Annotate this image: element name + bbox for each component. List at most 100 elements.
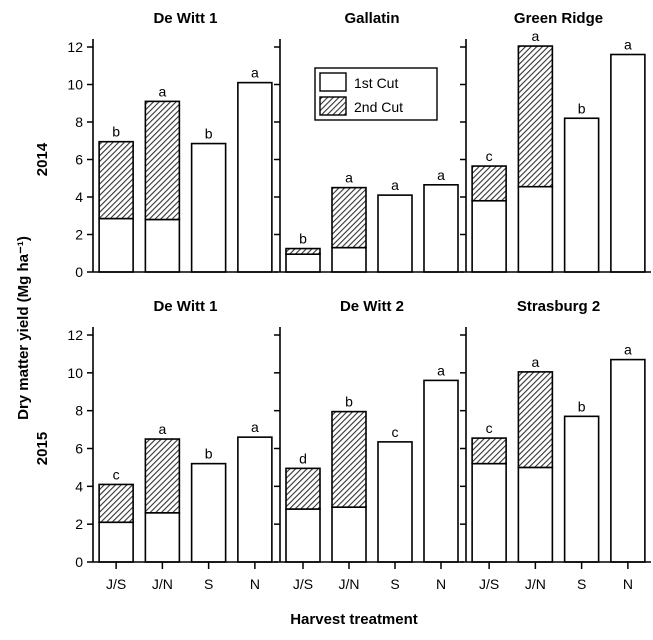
y-tick-label: 8 <box>75 403 83 419</box>
x-tick-label: J/N <box>525 576 546 592</box>
bar-1st-cut-J/S <box>471 199 507 273</box>
y-tick-label: 10 <box>67 365 83 381</box>
bar-2nd-cut-J/S <box>98 483 134 524</box>
bar-1st-cut-S <box>190 462 227 563</box>
panel-title: De Witt 2 <box>340 298 404 315</box>
panel-title: Strasburg 2 <box>517 298 600 315</box>
bar-2nd-cut-J/N <box>144 100 181 221</box>
significance-letter: c <box>486 148 493 164</box>
y-tick-label: 4 <box>75 478 83 494</box>
significance-letter: a <box>251 419 259 435</box>
bar-2nd-cut-J/S <box>285 247 321 255</box>
significance-letter: b <box>299 231 307 247</box>
y-tick-label: 6 <box>75 441 83 457</box>
y-tick-label: 6 <box>75 152 83 168</box>
bar-1st-cut-N <box>423 379 459 563</box>
significance-letter: b <box>205 446 213 462</box>
bar-1st-cut-S <box>563 117 600 273</box>
y-tick-label: 0 <box>75 554 83 570</box>
bar-2nd-cut-J/N <box>517 371 554 469</box>
significance-letter: b <box>112 124 120 140</box>
bar-1st-cut-J/S <box>471 462 507 563</box>
y-tick-label: 4 <box>75 189 83 205</box>
bar-1st-cut-S <box>190 142 227 273</box>
bar-1st-cut-J/S <box>285 508 321 563</box>
legend-swatch <box>319 72 347 92</box>
significance-letter: a <box>531 354 539 370</box>
legend-swatch <box>319 96 347 116</box>
significance-letter: b <box>205 126 213 142</box>
significance-letter: b <box>578 398 586 414</box>
bar-1st-cut-S <box>377 194 413 273</box>
y-tick-label: 2 <box>75 227 83 243</box>
panel-title: Gallatin <box>344 10 399 27</box>
y-tick-label: 2 <box>75 516 83 532</box>
x-tick-label: S <box>204 576 213 592</box>
x-tick-label: J/S <box>106 576 126 592</box>
x-tick-label: S <box>390 576 399 592</box>
y-tick-label: 12 <box>67 327 83 343</box>
bar-1st-cut-S <box>377 441 413 563</box>
bar-2nd-cut-J/S <box>98 140 134 220</box>
x-tick-label: J/S <box>479 576 499 592</box>
bar-1st-cut-J/N <box>144 218 181 273</box>
significance-letter: a <box>437 167 445 183</box>
significance-letter: c <box>392 424 399 440</box>
significance-letter: a <box>531 28 539 44</box>
y-tick-label: 12 <box>67 39 83 55</box>
year-label-2014: 2014 <box>34 142 51 176</box>
panel-title: De Witt 1 <box>153 10 217 27</box>
significance-letter: a <box>345 170 353 186</box>
x-tick-label: S <box>577 576 586 592</box>
bar-2nd-cut-J/S <box>471 437 507 465</box>
panel-title: De Witt 1 <box>153 298 217 315</box>
bar-1st-cut-J/S <box>98 217 134 273</box>
bar-1st-cut-J/N <box>331 246 367 273</box>
bar-2nd-cut-J/S <box>285 467 321 510</box>
bar-1st-cut-S <box>563 415 600 563</box>
bar-1st-cut-J/S <box>285 253 321 273</box>
significance-letter: b <box>345 394 353 410</box>
bar-1st-cut-J/S <box>98 521 134 563</box>
significance-letter: d <box>299 450 307 466</box>
x-tick-label: N <box>623 576 633 592</box>
x-tick-label: J/S <box>293 576 313 592</box>
x-tick-label: N <box>436 576 446 592</box>
bar-2nd-cut-J/N <box>144 438 181 514</box>
bar-2nd-cut-J/N <box>331 410 367 508</box>
bar-1st-cut-J/N <box>331 506 367 563</box>
year-label-2015: 2015 <box>34 432 51 465</box>
bar-2nd-cut-J/S <box>471 165 507 202</box>
y-tick-label: 0 <box>75 264 83 280</box>
panel-title: Green Ridge <box>514 10 603 27</box>
bar-1st-cut-N <box>610 358 646 563</box>
x-axis-title: Harvest treatment <box>290 611 418 628</box>
bar-1st-cut-N <box>610 53 646 273</box>
bar-2nd-cut-J/N <box>331 186 367 249</box>
x-tick-label: J/N <box>339 576 360 592</box>
bar-1st-cut-N <box>237 81 273 273</box>
bar-1st-cut-N <box>237 436 273 563</box>
y-tick-label: 8 <box>75 114 83 130</box>
bar-1st-cut-J/N <box>517 185 554 273</box>
bar-1st-cut-N <box>423 184 459 273</box>
x-tick-label: J/N <box>152 576 173 592</box>
significance-letter: a <box>391 177 399 193</box>
legend-label: 1st Cut <box>354 75 398 91</box>
significance-letter: a <box>251 65 259 81</box>
x-tick-label: N <box>250 576 260 592</box>
significance-letter: a <box>158 83 166 99</box>
significance-letter: b <box>578 100 586 116</box>
bar-1st-cut-J/N <box>144 512 181 563</box>
significance-letter: c <box>113 466 120 482</box>
bar-1st-cut-J/N <box>517 466 554 563</box>
significance-letter: a <box>624 342 632 358</box>
legend-label: 2nd Cut <box>354 99 403 115</box>
y-tick-label: 10 <box>67 77 83 93</box>
significance-letter: a <box>624 37 632 53</box>
significance-letter: c <box>486 420 493 436</box>
significance-letter: a <box>158 421 166 437</box>
y-axis-title: Dry matter yield (Mg ha⁻¹) <box>15 236 32 420</box>
